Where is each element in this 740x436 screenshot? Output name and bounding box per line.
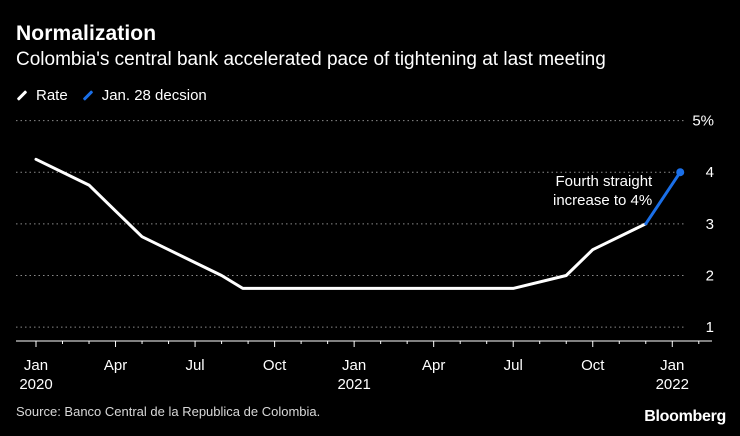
x-tick-label: Oct [581,357,605,374]
x-tick-year-label: 2021 [337,376,370,393]
bloomberg-logo: Bloomberg [644,408,726,425]
x-tick-label: Jan [24,357,48,374]
y-tick-label: 2 [706,267,714,284]
y-tick-label: 1 [706,319,714,336]
x-tick-label: Apr [422,357,445,374]
y-tick-label: 4 [706,164,714,181]
legend: Rate Jan. 28 decsion [16,87,221,104]
series-line-rate [34,157,648,290]
x-tick-label: Jul [185,357,204,374]
annotation-line-2: increase to 4% [553,192,652,209]
x-tick-label: Oct [263,357,287,374]
x-tick-label: Jan [342,357,366,374]
legend-label-rate: Rate [36,87,68,104]
x-tick-label: Jan [660,357,684,374]
y-tick-label: 5% [692,113,714,130]
annotation-line-1: Fourth straight [556,173,654,190]
source-note: Source: Banco Central de la Republica de… [16,404,321,419]
legend-item-rate: Rate [16,87,68,104]
legend-item-decision: Jan. 28 decsion [82,87,207,104]
series-line-decision [644,170,682,226]
chart-title: Normalization [16,22,157,45]
legend-label-decision: Jan. 28 decsion [101,87,207,104]
x-tick-year-label: 2020 [19,376,52,393]
x-tick-year-label: 2022 [656,376,689,393]
endpoint-dot [676,168,685,177]
chart-subtitle: Colombia's central bank accelerated pace… [16,49,606,70]
y-tick-label: 3 [706,216,714,233]
x-tick-label: Apr [104,357,127,374]
x-tick-label: Jul [504,357,523,374]
